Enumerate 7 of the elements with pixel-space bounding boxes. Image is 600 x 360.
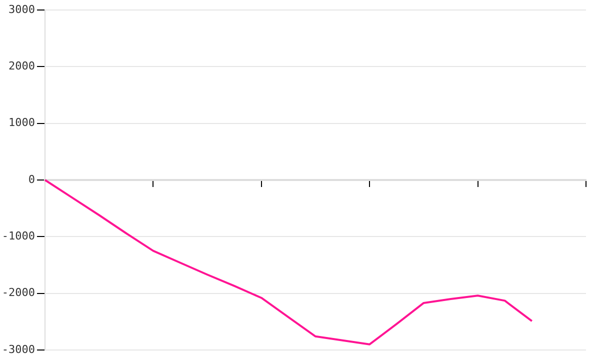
y-tick-label: 0 [28,172,35,186]
y-tick-label: -1000 [2,230,35,243]
y-tick-label: -3000 [2,342,35,356]
y-tick-label: 2000 [8,60,35,73]
y-tick-label: 1000 [8,116,35,130]
y-tick-label: -2000 [2,286,35,300]
y-tick-label: 3000 [8,2,35,16]
